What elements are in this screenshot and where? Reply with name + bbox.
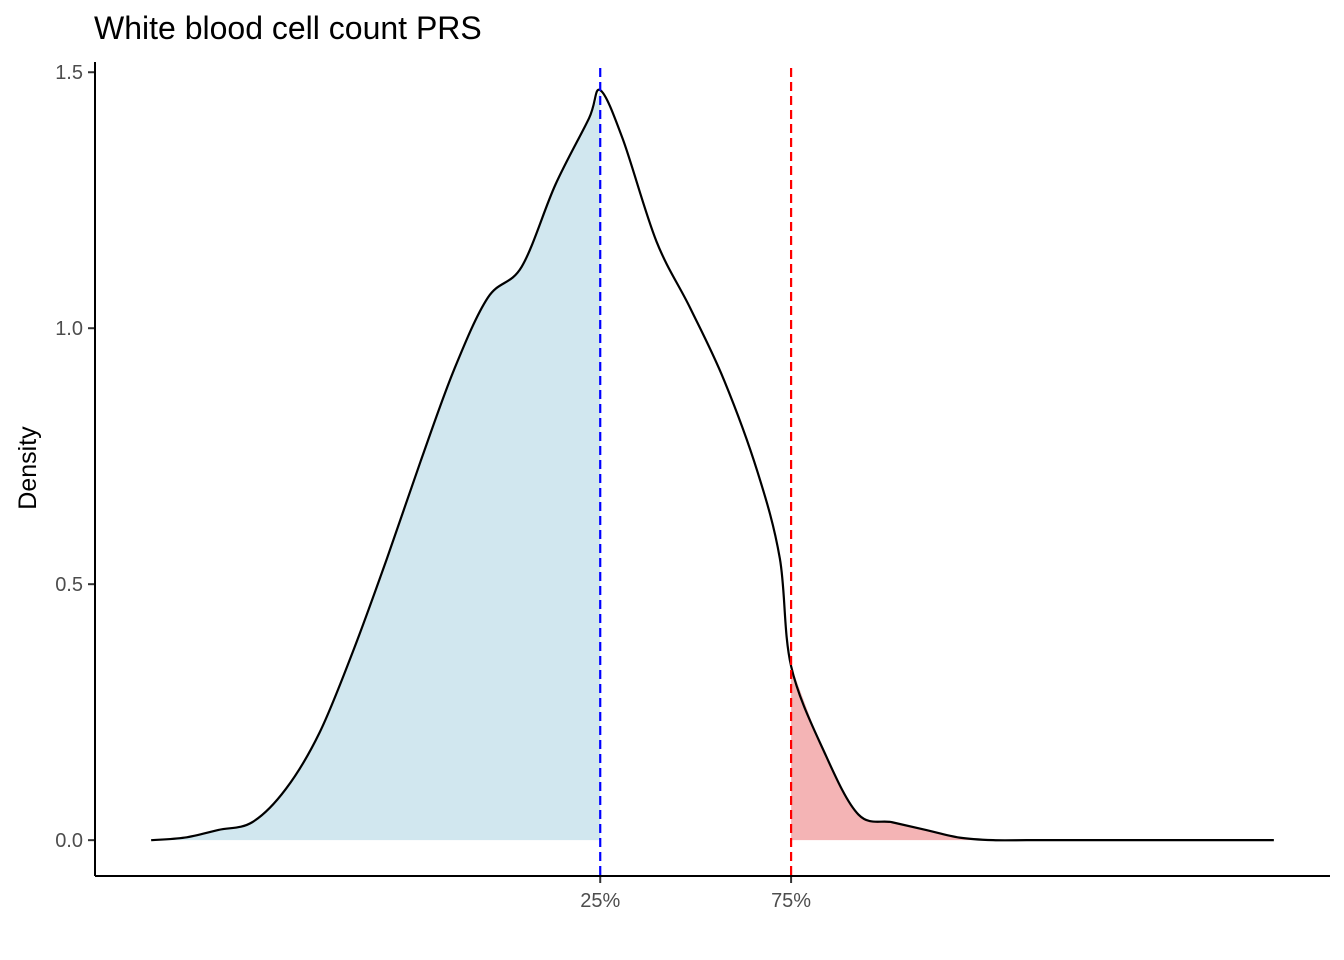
x-tick-label: 25%	[580, 890, 620, 912]
y-tick-label: 1.5	[55, 62, 83, 84]
y-axis-label: Density	[14, 426, 42, 510]
upper-tail-shade	[791, 666, 1274, 841]
y-tick-label: 0.5	[55, 574, 83, 596]
chart-title: White blood cell count PRS	[94, 10, 482, 46]
lower-tail-shade	[151, 90, 601, 841]
x-tick-label: 75%	[771, 890, 811, 912]
plot-area: 0.0 0.5 1.0 1.5 25% 75%	[55, 62, 1274, 912]
density-curve	[151, 88, 1274, 842]
y-tick-label: 0.0	[55, 830, 83, 852]
y-tick-label: 1.0	[55, 318, 83, 340]
